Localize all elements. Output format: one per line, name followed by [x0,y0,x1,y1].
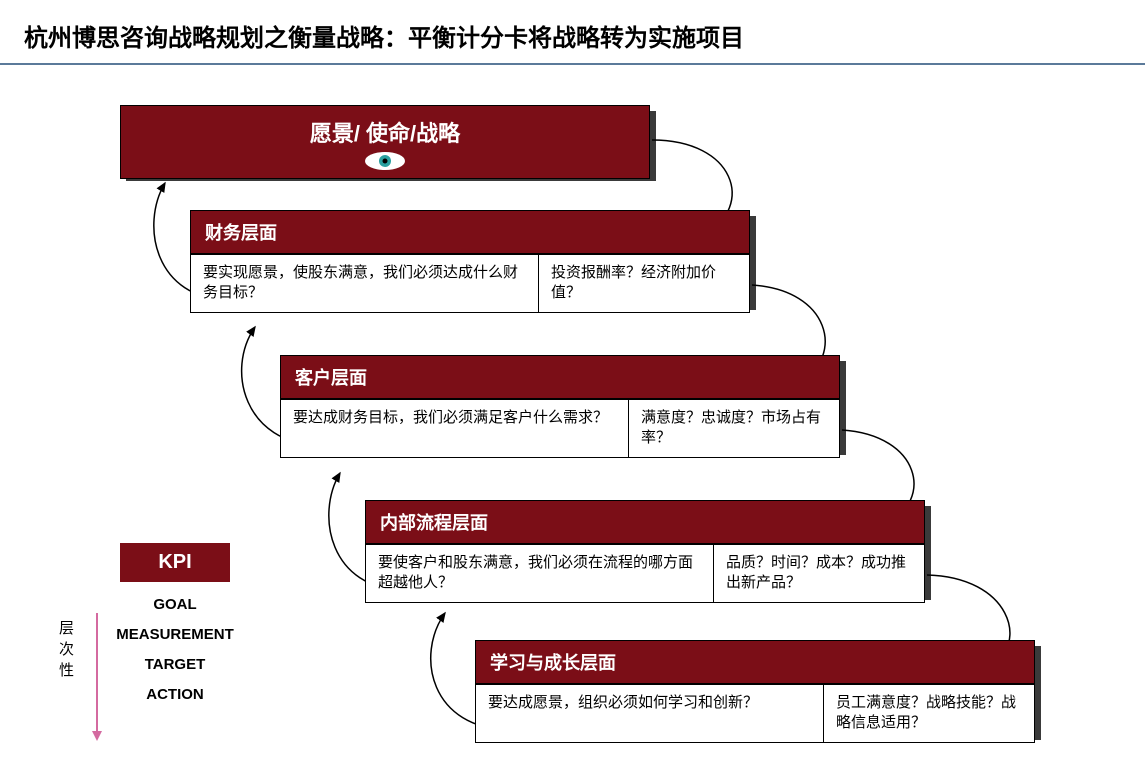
kpi-label: KPI [158,551,191,573]
customer-header: 客户层面 [280,355,840,399]
vision-box: 愿景/ 使命/战略 [120,105,650,179]
kpi-item-action: ACTION [100,680,250,710]
learning-box: 学习与成长层面 要达成愿景，组织必须如何学习和创新？ 员工满意度？战略技能？战略… [475,640,1035,743]
process-body: 要使客户和股东满意，我们必须在流程的哪方面超越他人？ 品质？时间？成本？成功推出… [365,544,925,603]
kpi-item-target: TARGET [100,650,250,680]
process-metrics: 品质？时间？成本？成功推出新产品？ [714,545,924,602]
process-question: 要使客户和股东满意，我们必须在流程的哪方面超越他人？ [366,545,714,602]
financial-metrics: 投资报酬率？经济附加价值？ [539,255,749,312]
kpi-box: KPI [120,543,230,582]
down-arrow-icon [90,613,104,743]
customer-question: 要达成财务目标，我们必须满足客户什么需求？ [281,400,629,457]
customer-body: 要达成财务目标，我们必须满足客户什么需求？ 满意度？忠诚度？市场占有率？ [280,399,840,458]
customer-box: 客户层面 要达成财务目标，我们必须满足客户什么需求？ 满意度？忠诚度？市场占有率… [280,355,840,458]
diagram-canvas: 愿景/ 使命/战略 财务层面 要实现愿景，使股东满意，我们必须达成什么财务目标？… [0,65,1145,745]
process-box: 内部流程层面 要使客户和股东满意，我们必须在流程的哪方面超越他人？ 品质？时间？… [365,500,925,603]
kpi-item-goal: GOAL [100,590,250,620]
learning-body: 要达成愿景，组织必须如何学习和创新？ 员工满意度？战略技能？战略信息适用？ [475,684,1035,743]
learning-header: 学习与成长层面 [475,640,1035,684]
vision-label: 愿景/ 使命/战略 [310,121,460,146]
financial-header: 财务层面 [190,210,750,254]
learning-question: 要达成愿景，组织必须如何学习和创新？ [476,685,824,742]
process-header: 内部流程层面 [365,500,925,544]
kpi-item-measurement: MEASUREMENT [100,620,250,650]
financial-body: 要实现愿景，使股东满意，我们必须达成什么财务目标？ 投资报酬率？经济附加价值？ [190,254,750,313]
hierarchy-label: 层次性 [55,620,76,683]
learning-metrics: 员工满意度？战略技能？战略信息适用？ [824,685,1034,742]
financial-question: 要实现愿景，使股东满意，我们必须达成什么财务目标？ [191,255,539,312]
page-title: 杭州博思咨询战略规划之衡量战略：平衡计分卡将战略转为实施项目 [0,0,1145,63]
eye-icon [363,150,407,172]
vision-header: 愿景/ 使命/战略 [120,105,650,179]
financial-box: 财务层面 要实现愿景，使股东满意，我们必须达成什么财务目标？ 投资报酬率？经济附… [190,210,750,313]
customer-metrics: 满意度？忠诚度？市场占有率？ [629,400,839,457]
kpi-list: GOAL MEASUREMENT TARGET ACTION [100,590,250,710]
